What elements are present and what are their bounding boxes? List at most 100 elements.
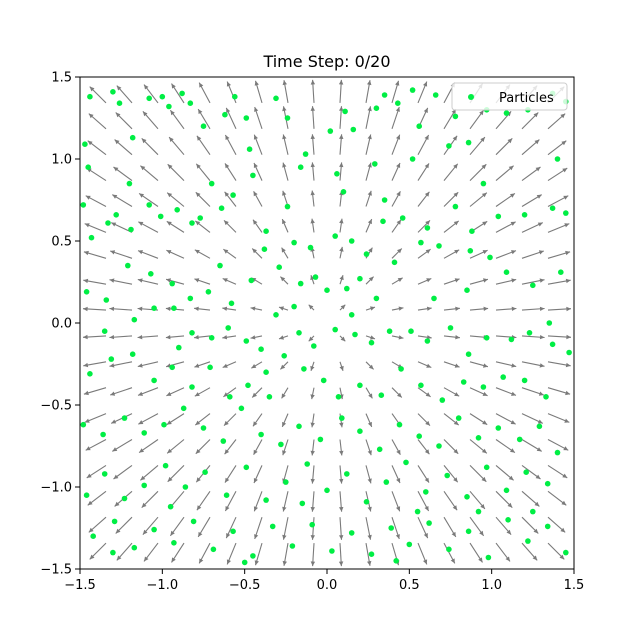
- quiver-arrow: [417, 248, 431, 259]
- particle-point: [105, 220, 111, 226]
- particle-point: [297, 280, 304, 287]
- quiver-arrow: [417, 277, 432, 285]
- quiver-arrow: [443, 249, 460, 259]
- particle-point: [376, 446, 383, 453]
- particle-point: [126, 180, 133, 187]
- quiver-arrow: [196, 135, 211, 156]
- particle-point: [465, 528, 472, 535]
- particle-point: [546, 320, 553, 326]
- quiver-arrow: [112, 194, 133, 207]
- quiver-arrow: [521, 306, 545, 311]
- quiver-arrow: [547, 361, 571, 368]
- quiver-arrow: [339, 218, 344, 233]
- quiver-arrow: [222, 361, 237, 369]
- particle-point: [495, 213, 502, 220]
- particle-point: [446, 546, 452, 553]
- quiver-arrow: [194, 220, 211, 233]
- quiver-arrow: [310, 162, 315, 181]
- quiver-arrow: [391, 191, 401, 207]
- quiver-arrow: [113, 464, 133, 480]
- particle-point: [296, 330, 302, 336]
- particle-point: [225, 325, 231, 331]
- x-tick-label: 0.0: [317, 578, 338, 593]
- particle-point: [151, 305, 157, 312]
- quiver-arrow: [282, 543, 289, 566]
- quiver-arrow: [83, 250, 107, 259]
- particle-point: [157, 213, 164, 220]
- quiver-arrow: [252, 219, 263, 233]
- quiver-arrow: [194, 335, 211, 340]
- quiver-arrow: [225, 107, 237, 130]
- quiver-arrow: [254, 80, 263, 104]
- particle-point: [521, 377, 528, 384]
- quiver-arrow: [521, 490, 540, 507]
- quiver-arrow: [83, 361, 107, 368]
- particle-point: [189, 330, 195, 336]
- particle-point: [166, 103, 172, 110]
- quiver-arrow: [547, 387, 571, 396]
- quiver-arrow: [278, 335, 289, 340]
- quiver-arrow: [282, 491, 289, 512]
- quiver-arrow: [84, 223, 107, 233]
- quiver-arrow: [417, 413, 431, 426]
- particle-point: [327, 128, 334, 134]
- quiver-arrow: [138, 439, 159, 454]
- particle-point: [521, 212, 528, 218]
- particle-point: [222, 111, 228, 118]
- particle-point: [110, 89, 116, 95]
- particle-point: [151, 377, 157, 384]
- quiver-arrow: [109, 361, 133, 368]
- particle-point: [83, 289, 90, 295]
- quiver-arrow: [112, 439, 133, 452]
- quiver-arrow: [85, 195, 107, 207]
- quiver-arrow: [417, 465, 430, 483]
- particle-point: [210, 546, 217, 553]
- particle-point: [549, 341, 556, 348]
- particle-point: [284, 203, 291, 210]
- particle-point: [523, 469, 529, 476]
- quiver-arrow: [195, 439, 211, 455]
- particle-point: [446, 143, 452, 149]
- quiver-arrow: [443, 335, 460, 340]
- y-tick-label: 1.0: [51, 153, 72, 168]
- particle-point: [516, 436, 523, 443]
- particle-point: [291, 303, 297, 310]
- quiver-arrow: [547, 140, 567, 156]
- particle-point: [151, 526, 157, 533]
- quiver-arrow: [310, 491, 315, 512]
- particle-point: [301, 366, 307, 372]
- particle-point: [189, 220, 195, 226]
- particle-point: [131, 544, 138, 551]
- quiver-arrow: [171, 542, 185, 563]
- particle-point: [372, 161, 378, 167]
- quiver-arrow: [338, 79, 344, 103]
- particle-point: [487, 254, 493, 261]
- particle-point: [324, 487, 330, 494]
- quiver-arrow: [339, 517, 344, 540]
- quiver-arrow: [85, 439, 107, 451]
- quiver-arrow: [495, 306, 517, 311]
- particle-point: [90, 533, 96, 539]
- quiver-arrow: [282, 162, 289, 181]
- quiver-arrow: [222, 277, 237, 285]
- particle-point: [485, 554, 492, 561]
- quiver-arrow: [198, 542, 211, 564]
- particle-point: [243, 115, 250, 121]
- quiver-arrow: [281, 413, 289, 428]
- particle-point: [508, 336, 515, 343]
- quiver-arrow: [138, 192, 159, 207]
- particle-point: [503, 110, 510, 116]
- quiver-arrow: [195, 163, 211, 181]
- particle-point: [363, 251, 370, 257]
- quiver-arrow: [391, 387, 403, 398]
- particle-point: [403, 459, 409, 466]
- particle-point: [465, 139, 472, 146]
- quiver-arrow: [137, 387, 159, 396]
- particle-point: [525, 538, 531, 544]
- quiver-arrow: [194, 278, 211, 285]
- particle-point: [258, 346, 264, 353]
- quiver-arrow: [547, 490, 567, 506]
- quiver-arrow: [495, 192, 516, 207]
- particle-point: [398, 366, 404, 372]
- particle-point: [334, 171, 340, 177]
